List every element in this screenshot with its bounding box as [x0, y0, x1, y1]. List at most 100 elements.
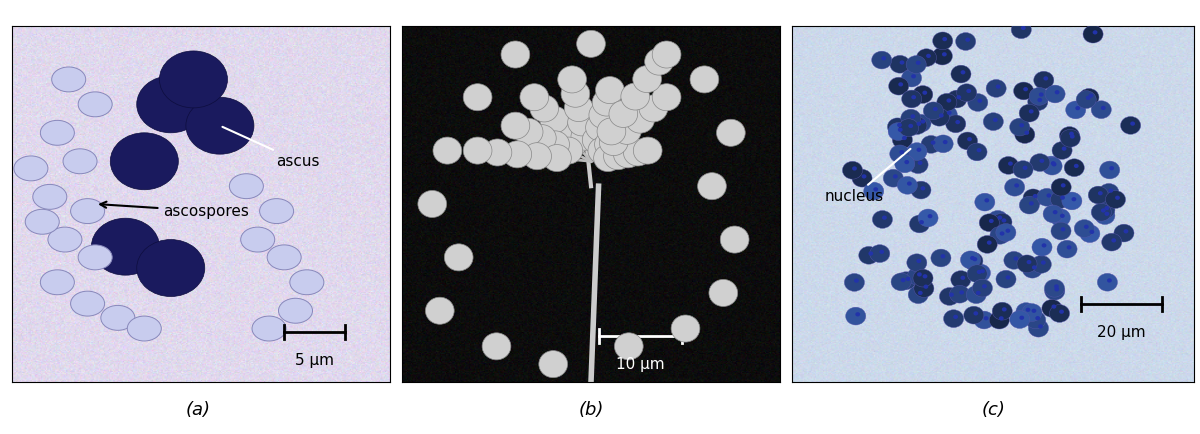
Ellipse shape [41, 270, 74, 295]
Circle shape [1036, 316, 1040, 320]
Circle shape [937, 105, 958, 123]
Circle shape [950, 271, 971, 289]
Circle shape [1045, 282, 1064, 300]
Text: 20 μm: 20 μm [1097, 325, 1146, 340]
Circle shape [900, 60, 905, 65]
Ellipse shape [48, 227, 82, 252]
Circle shape [503, 141, 532, 168]
Ellipse shape [229, 174, 263, 199]
Circle shape [1043, 76, 1049, 81]
Circle shape [625, 106, 654, 133]
Circle shape [1114, 224, 1134, 242]
Circle shape [1030, 154, 1050, 171]
Circle shape [644, 48, 673, 75]
Circle shape [1052, 141, 1072, 159]
Circle shape [1062, 192, 1082, 210]
Circle shape [864, 182, 883, 200]
Circle shape [932, 107, 937, 111]
Circle shape [911, 181, 931, 199]
Circle shape [558, 66, 587, 93]
Circle shape [901, 90, 922, 108]
Circle shape [869, 251, 874, 256]
Circle shape [1098, 191, 1103, 195]
Circle shape [974, 193, 995, 211]
Circle shape [1019, 104, 1039, 122]
Circle shape [889, 145, 910, 163]
Ellipse shape [252, 316, 286, 341]
Circle shape [970, 256, 974, 260]
Circle shape [559, 128, 588, 155]
Circle shape [1072, 197, 1076, 201]
Circle shape [929, 108, 949, 126]
Circle shape [1100, 106, 1105, 110]
Circle shape [845, 273, 864, 291]
Circle shape [888, 123, 908, 141]
Circle shape [1032, 238, 1052, 256]
Circle shape [1016, 255, 1037, 273]
Circle shape [893, 174, 898, 178]
Circle shape [634, 137, 662, 164]
Circle shape [608, 100, 637, 128]
Circle shape [889, 77, 908, 95]
Circle shape [1019, 196, 1039, 214]
Circle shape [967, 265, 988, 283]
Circle shape [1024, 189, 1043, 207]
Ellipse shape [241, 227, 275, 252]
Circle shape [528, 125, 557, 151]
Circle shape [910, 215, 930, 233]
Text: nucleus: nucleus [824, 149, 911, 204]
Circle shape [908, 156, 928, 174]
Circle shape [979, 214, 1000, 232]
Circle shape [540, 106, 569, 133]
Circle shape [917, 259, 922, 263]
Circle shape [1066, 101, 1086, 119]
Circle shape [1084, 225, 1088, 229]
Circle shape [1055, 90, 1060, 94]
Circle shape [918, 291, 923, 295]
Ellipse shape [52, 67, 85, 92]
Ellipse shape [101, 306, 134, 330]
Circle shape [426, 297, 454, 324]
Circle shape [1014, 82, 1033, 100]
Ellipse shape [290, 270, 324, 295]
Circle shape [653, 84, 680, 111]
Ellipse shape [186, 97, 254, 154]
Circle shape [608, 118, 636, 145]
Circle shape [977, 270, 982, 274]
Circle shape [1097, 273, 1117, 291]
Circle shape [976, 291, 980, 295]
Circle shape [998, 316, 1003, 320]
Circle shape [1055, 287, 1060, 292]
Circle shape [1109, 188, 1114, 193]
Circle shape [988, 210, 1008, 228]
Circle shape [872, 210, 893, 228]
Circle shape [996, 85, 1001, 89]
Circle shape [1042, 157, 1062, 175]
Ellipse shape [41, 120, 74, 145]
Circle shape [1075, 106, 1080, 110]
Circle shape [989, 219, 994, 223]
Circle shape [530, 95, 558, 122]
Circle shape [1045, 85, 1066, 103]
Circle shape [1054, 284, 1058, 289]
Circle shape [1090, 230, 1094, 234]
Circle shape [539, 351, 568, 378]
Circle shape [564, 95, 593, 122]
Circle shape [1026, 260, 1032, 264]
Circle shape [1006, 275, 1010, 279]
Circle shape [1102, 233, 1122, 251]
Circle shape [923, 102, 943, 120]
Circle shape [1040, 260, 1045, 265]
Circle shape [1074, 220, 1094, 237]
Circle shape [1004, 178, 1025, 196]
Circle shape [874, 187, 878, 191]
Circle shape [997, 215, 1002, 220]
Circle shape [984, 316, 989, 320]
Circle shape [1026, 311, 1045, 329]
Circle shape [484, 139, 512, 166]
Circle shape [1094, 207, 1115, 224]
Circle shape [842, 161, 863, 179]
Circle shape [996, 224, 1016, 241]
Ellipse shape [259, 199, 294, 224]
Circle shape [463, 84, 492, 111]
